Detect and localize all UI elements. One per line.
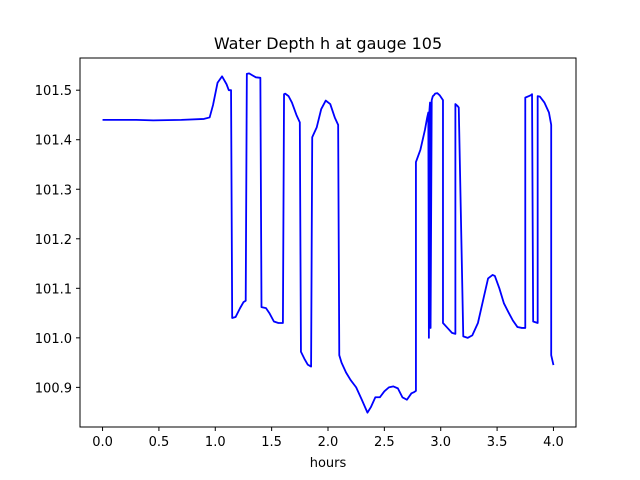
x-tick-label: 3.5 — [487, 435, 508, 450]
axes-frame — [79, 57, 577, 428]
y-tick-label: 101.5 — [35, 84, 72, 99]
y-tick-label: 101.0 — [35, 332, 72, 347]
x-tick-label: 3.0 — [430, 435, 451, 450]
y-tick-label: 101.2 — [35, 233, 72, 248]
x-tick-label: 2.0 — [318, 435, 339, 450]
x-axis: 0.0 0.5 1.0 1.5 2.0 2.5 3.0 3.5 4.0 — [92, 427, 564, 450]
x-tick-label: 4.0 — [543, 435, 564, 450]
y-tick-label: 101.1 — [35, 282, 72, 297]
x-axis-label: hours — [310, 456, 347, 471]
x-tick-label: 2.5 — [374, 435, 395, 450]
chart-title: Water Depth h at gauge 105 — [214, 34, 442, 53]
y-tick-label: 101.3 — [35, 183, 72, 198]
x-tick-label: 0.0 — [92, 435, 113, 450]
x-tick-label: 1.0 — [205, 435, 226, 450]
x-tick-label: 0.5 — [149, 435, 170, 450]
y-tick-label: 101.4 — [35, 134, 72, 149]
series-line — [102, 72, 555, 414]
x-tick-label: 1.5 — [261, 435, 282, 450]
y-tick-label: 100.9 — [35, 381, 72, 396]
plot-area — [102, 72, 555, 414]
y-axis: 100.9 101.0 101.1 101.2 101.3 101.4 101.5 — [35, 84, 80, 396]
